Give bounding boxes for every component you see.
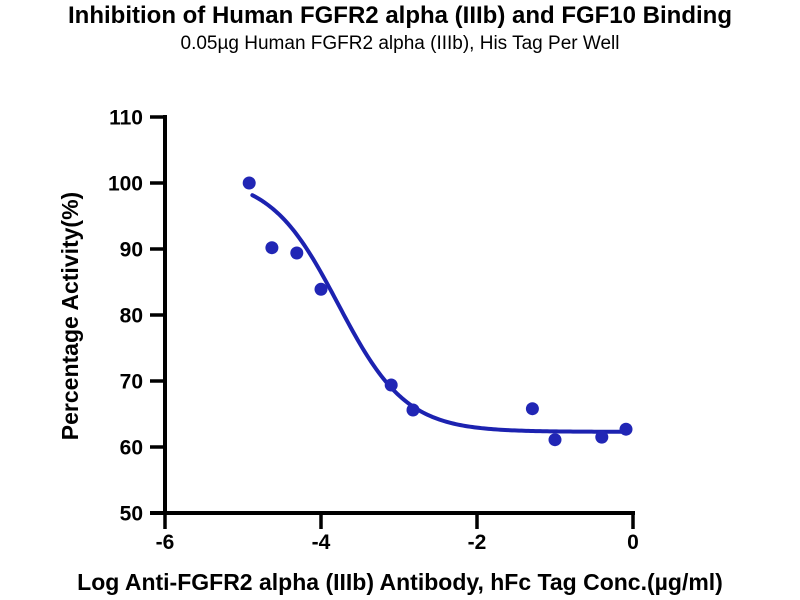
x-tick-label: -6 — [156, 531, 175, 554]
y-tick-label: 100 — [108, 173, 143, 196]
y-tick-label: 70 — [120, 371, 143, 394]
y-tick-label: 90 — [120, 239, 143, 262]
x-axis-title: Log Anti-FGFR2 alpha (IIIb) Antibody, hF… — [77, 569, 723, 595]
data-point — [242, 176, 256, 190]
curve-layer — [250, 193, 627, 434]
x-tick-label: 0 — [627, 531, 639, 554]
x-tick-label: -4 — [312, 531, 331, 554]
y-tick-label: 60 — [120, 437, 143, 460]
y-axis-title: Percentage Activity(%) — [57, 192, 83, 440]
y-tick-label: 80 — [120, 305, 143, 328]
axes-layer: 50 60 70 80 90 100 110 -6 -4 -2 0 — [108, 107, 639, 555]
data-point — [548, 433, 562, 447]
data-point — [525, 402, 539, 416]
chart-title: Inhibition of Human FGFR2 alpha (IIIb) a… — [68, 2, 732, 29]
data-point — [265, 241, 279, 255]
data-point — [290, 246, 304, 260]
chart-subtitle: 0.05µg Human FGFR2 alpha (IIIb), His Tag… — [180, 33, 620, 54]
data-point — [314, 282, 328, 296]
data-point — [619, 422, 633, 436]
x-tick-label: -2 — [468, 531, 487, 554]
fit-curve — [250, 193, 627, 434]
data-point — [595, 430, 609, 444]
y-tick-label: 50 — [120, 503, 143, 526]
data-point — [406, 403, 420, 417]
y-tick-label: 110 — [109, 107, 143, 130]
points-layer — [242, 176, 633, 447]
data-point — [384, 378, 398, 392]
